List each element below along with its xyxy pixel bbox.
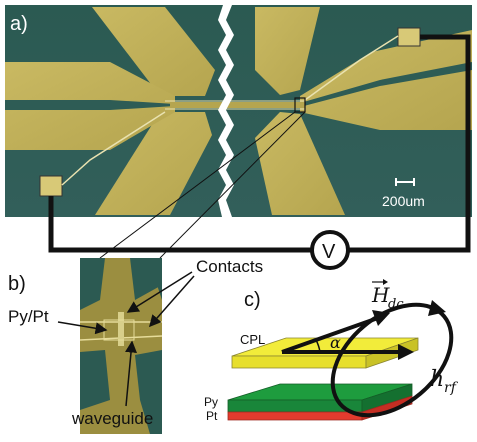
pt-label: Pt: [206, 409, 218, 423]
voltmeter-symbol: V: [322, 241, 336, 263]
h-dc-sub: dc: [388, 297, 404, 312]
panel-a: 200um a): [5, 5, 472, 217]
h-rf-label: h rf: [430, 367, 459, 396]
contacts-arrow-2: [149, 275, 195, 328]
waveguide-gap-left: [5, 100, 175, 110]
zoom-line-1: [99, 111, 296, 259]
contact-pad-right-lower: [255, 112, 345, 215]
waveguide-arrow: [125, 340, 137, 407]
scale-bar: [395, 178, 415, 186]
contact-pad-left-upper: [92, 7, 215, 96]
cpl-slab-front: [231, 355, 367, 369]
alpha-symbol: α: [330, 333, 341, 352]
h-rf-sub: rf: [444, 380, 459, 396]
wire-right: [348, 34, 471, 253]
waveguide-gap-right: [300, 62, 472, 107]
panel-b-label: b): [8, 273, 26, 295]
zoom-substrate-lower-right: [135, 350, 162, 434]
pad-lead-left: [61, 111, 166, 186]
zoom-line-2: [159, 111, 306, 259]
zoom-py-pt-strip: [118, 312, 124, 346]
h-dc-arrow: [281, 316, 379, 354]
zoom-region-box: [294, 97, 306, 113]
central-conductor: [170, 102, 305, 108]
wire-left: [48, 196, 312, 253]
contact-pad-right-upper: [255, 7, 320, 95]
image-break: [218, 5, 234, 217]
py-label: Py: [204, 395, 218, 409]
panel-c-label: c): [244, 289, 261, 311]
zoom-substrate-lower-left: [80, 350, 110, 410]
panel-c: c) CPL Py Pt α H dc: [204, 279, 459, 423]
h-dc-label: H dc: [371, 279, 404, 312]
scale-bar-label: 200um: [382, 193, 425, 209]
zoom-substrate-left: [80, 258, 105, 310]
voltmeter: [310, 230, 350, 270]
alpha-arc: [315, 339, 321, 353]
rf-loop-arrowhead: [428, 300, 446, 316]
contact-pad-left-lower: [95, 112, 212, 215]
current-arrowhead: [398, 344, 414, 360]
pt-slab-front: [227, 411, 363, 421]
contacts-label: Contacts: [196, 257, 263, 276]
zoom-substrate-right: [130, 258, 162, 300]
h-rf-base: h: [430, 367, 444, 392]
py-pt-arrow: [57, 321, 108, 335]
pad-lead-right: [304, 35, 399, 101]
circuit-wires: V: [48, 34, 471, 270]
rf-field-loop: [330, 302, 454, 418]
py-pt-label: Py/Pt: [8, 307, 49, 326]
contacts-arrow-1: [126, 271, 193, 313]
pad-bottom-left: [39, 175, 63, 197]
panel-a-label: a): [10, 13, 28, 35]
h-dc-vector-arrowhead: [383, 279, 388, 285]
h-dc-arrowhead: [372, 310, 390, 326]
cpl-label: CPL: [240, 332, 265, 347]
h-dc-base: H: [371, 283, 390, 307]
waveguide-label: waveguide: [71, 409, 153, 428]
panel-b: b) Contacts Py/Pt waveguide: [8, 257, 263, 434]
pad-top-right: [397, 27, 421, 47]
